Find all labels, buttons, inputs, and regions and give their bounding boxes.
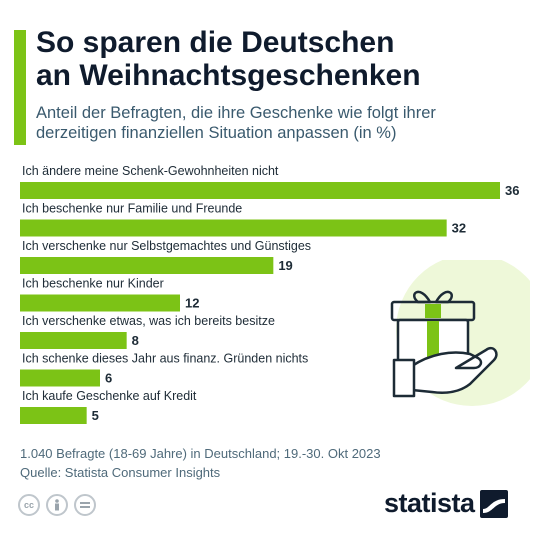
title-accent-bar: [14, 30, 26, 145]
bar-category-label: Ich beschenke nur Familie und Freunde: [22, 202, 242, 216]
chart-title: So sparen die Deutschen an Weihnachtsges…: [36, 26, 526, 92]
attribution-icon: [46, 494, 68, 516]
bar: [20, 257, 274, 274]
bar-value-label: 32: [452, 221, 466, 236]
bar-category-label: Ich verschenke nur Selbstgemachtes und G…: [22, 239, 311, 253]
bar-value-label: 8: [132, 333, 139, 348]
bar-category-label: Ich verschenke etwas, was ich bereits be…: [22, 314, 275, 328]
sleeve-shape: [392, 358, 416, 398]
no-derivatives-icon: [74, 494, 96, 516]
bar-value-label: 36: [505, 183, 519, 198]
footnote: 1.040 Befragte (18-69 Jahre) in Deutschl…: [20, 444, 381, 482]
gift-in-hand-icon: [390, 260, 530, 406]
chart-title-line-2: an Weihnachtsgeschenken: [36, 59, 421, 92]
creative-commons-icon: cc: [18, 494, 40, 516]
bar: [20, 219, 447, 237]
bar-category-label: Ich kaufe Geschenke auf Kredit: [22, 389, 197, 403]
statista-logo-icon: [479, 489, 508, 518]
bar-value-label: 6: [105, 371, 112, 386]
bar: [20, 369, 100, 387]
bar-category-label: Ich schenke dieses Jahr aus finanz. Grün…: [22, 352, 308, 366]
chart-subtitle-line-1: Anteil der Befragten, die ihre Geschenke…: [36, 104, 436, 122]
footnote-sample: 1.040 Befragte (18-69 Jahre) in Deutschl…: [20, 446, 381, 461]
bar-chart: Ich ändere meine Schenk-Gewohnheiten nic…: [20, 164, 519, 424]
chart-subtitle: Anteil der Befragten, die ihre Geschenke…: [36, 103, 526, 143]
bar-category-label: Ich beschenke nur Kinder: [22, 277, 164, 291]
statista-brand: statista: [384, 488, 508, 519]
bar: [20, 182, 500, 199]
gift-ribbon-top: [425, 304, 441, 318]
hand-shape: [410, 346, 498, 394]
bar-category-label: Ich ändere meine Schenk-Gewohnheiten nic…: [22, 164, 279, 178]
bar-value-label: 12: [185, 296, 199, 311]
brand-name: statista: [384, 488, 475, 518]
chart-title-line-1: So sparen die Deutschen: [36, 26, 395, 59]
footnote-source: Quelle: Statista Consumer Insights: [20, 465, 221, 480]
license-icons: cc: [18, 494, 96, 516]
bar: [20, 407, 87, 424]
bar-value-label: 19: [278, 258, 292, 273]
bar: [20, 294, 180, 312]
chart-subtitle-line-2: derzeitigen finanziellen Situation anpas…: [36, 124, 397, 142]
bar-value-label: 5: [92, 408, 99, 423]
bar: [20, 332, 127, 349]
